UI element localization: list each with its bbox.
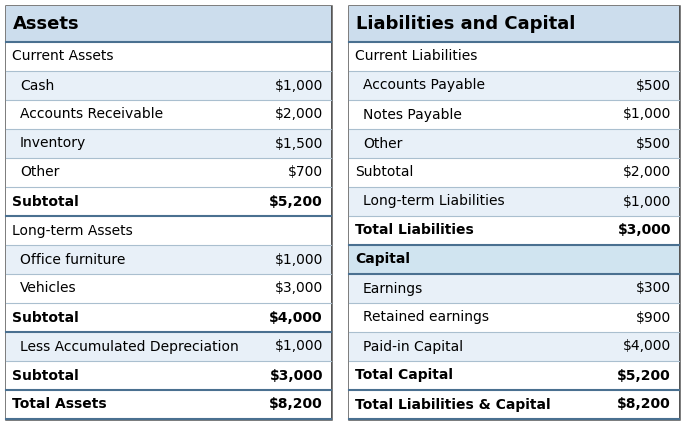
Bar bbox=[6, 158, 331, 187]
Text: $900: $900 bbox=[636, 311, 671, 325]
Bar bbox=[6, 361, 331, 390]
Text: $8,200: $8,200 bbox=[269, 398, 323, 411]
Text: Accounts Receivable: Accounts Receivable bbox=[20, 107, 163, 121]
Text: Liabilities and Capital: Liabilities and Capital bbox=[356, 15, 576, 33]
Bar bbox=[6, 245, 331, 274]
Bar bbox=[349, 6, 679, 419]
Bar bbox=[349, 332, 679, 361]
Bar bbox=[349, 187, 679, 216]
Text: Capital: Capital bbox=[355, 252, 410, 266]
Text: $5,200: $5,200 bbox=[269, 194, 323, 208]
Bar bbox=[6, 303, 331, 332]
Bar bbox=[6, 6, 331, 42]
Text: Other: Other bbox=[20, 166, 60, 180]
Bar bbox=[349, 245, 679, 274]
Bar bbox=[6, 332, 331, 361]
Text: Cash: Cash bbox=[20, 78, 54, 92]
Text: $500: $500 bbox=[636, 78, 671, 92]
Bar bbox=[349, 303, 679, 332]
Bar bbox=[349, 42, 679, 71]
Text: $1,000: $1,000 bbox=[274, 252, 323, 266]
Bar bbox=[6, 6, 331, 419]
Text: Total Liabilities: Total Liabilities bbox=[355, 223, 474, 237]
Text: Total Liabilities & Capital: Total Liabilities & Capital bbox=[355, 398, 551, 411]
Text: Paid-in Capital: Paid-in Capital bbox=[363, 339, 463, 353]
Bar bbox=[6, 129, 331, 158]
Text: Long-term Assets: Long-term Assets bbox=[12, 223, 133, 237]
Text: Office furniture: Office furniture bbox=[20, 252, 126, 266]
Text: $3,000: $3,000 bbox=[617, 223, 671, 237]
Text: $5,200: $5,200 bbox=[617, 368, 671, 382]
Text: Current Assets: Current Assets bbox=[12, 49, 113, 64]
Text: Total Capital: Total Capital bbox=[355, 368, 453, 382]
Text: $300: $300 bbox=[636, 282, 671, 296]
Text: Current Liabilities: Current Liabilities bbox=[355, 49, 477, 64]
Text: Assets: Assets bbox=[13, 15, 80, 33]
Text: $4,000: $4,000 bbox=[623, 339, 671, 353]
Text: Inventory: Inventory bbox=[20, 137, 86, 151]
Text: Other: Other bbox=[363, 137, 403, 151]
Text: Less Accumulated Depreciation: Less Accumulated Depreciation bbox=[20, 339, 239, 353]
Text: $4,000: $4,000 bbox=[270, 311, 323, 325]
Text: Subtotal: Subtotal bbox=[12, 311, 79, 325]
Text: $3,000: $3,000 bbox=[270, 368, 323, 382]
Text: Retained earnings: Retained earnings bbox=[363, 311, 489, 325]
Text: $1,000: $1,000 bbox=[623, 194, 671, 208]
Text: $500: $500 bbox=[636, 137, 671, 151]
Bar bbox=[349, 361, 679, 390]
Bar bbox=[349, 6, 679, 42]
Text: Total Assets: Total Assets bbox=[12, 398, 106, 411]
Text: $1,000: $1,000 bbox=[274, 78, 323, 92]
Bar bbox=[349, 71, 679, 100]
Bar bbox=[349, 158, 679, 187]
Text: Long-term Liabilities: Long-term Liabilities bbox=[363, 194, 505, 208]
Text: Vehicles: Vehicles bbox=[20, 282, 77, 296]
Text: Notes Payable: Notes Payable bbox=[363, 107, 462, 121]
Text: $1,500: $1,500 bbox=[274, 137, 323, 151]
Text: Subtotal: Subtotal bbox=[12, 368, 79, 382]
Bar bbox=[6, 71, 331, 100]
Text: Subtotal: Subtotal bbox=[355, 166, 414, 180]
Bar bbox=[6, 274, 331, 303]
Text: $1,000: $1,000 bbox=[274, 339, 323, 353]
Text: $3,000: $3,000 bbox=[275, 282, 323, 296]
Text: $2,000: $2,000 bbox=[275, 107, 323, 121]
Bar bbox=[349, 390, 679, 419]
Bar bbox=[349, 129, 679, 158]
Bar bbox=[6, 187, 331, 216]
Bar bbox=[6, 42, 331, 71]
Text: Subtotal: Subtotal bbox=[12, 194, 79, 208]
Text: $700: $700 bbox=[288, 166, 323, 180]
Bar bbox=[349, 274, 679, 303]
Bar bbox=[349, 216, 679, 245]
Text: Earnings: Earnings bbox=[363, 282, 423, 296]
Bar bbox=[6, 100, 331, 129]
Text: Accounts Payable: Accounts Payable bbox=[363, 78, 485, 92]
Text: $1,000: $1,000 bbox=[623, 107, 671, 121]
Text: $2,000: $2,000 bbox=[623, 166, 671, 180]
Bar bbox=[6, 390, 331, 419]
Bar bbox=[6, 216, 331, 245]
Text: $8,200: $8,200 bbox=[617, 398, 671, 411]
Bar bbox=[349, 100, 679, 129]
